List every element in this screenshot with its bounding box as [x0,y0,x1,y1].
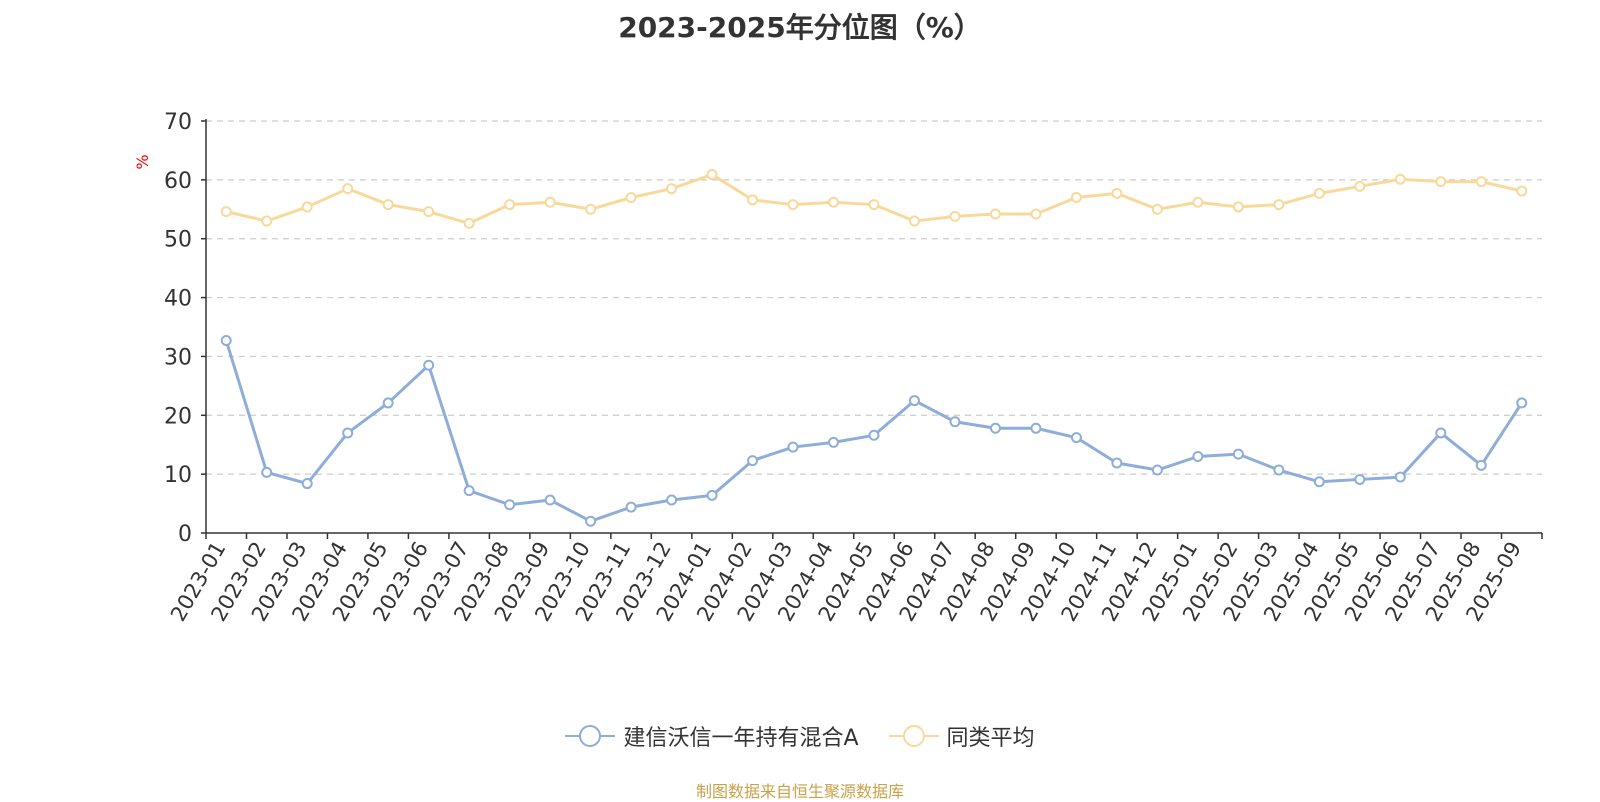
data-point[interactable] [1516,185,1528,197]
grid-lines [206,120,1542,475]
data-point[interactable] [1111,187,1123,199]
data-point[interactable] [544,196,556,208]
data-point[interactable] [261,466,273,478]
y-tick-label: 50 [164,228,192,253]
data-point[interactable] [585,515,597,527]
data-point[interactable] [1192,196,1204,208]
data-point[interactable] [949,416,961,428]
data-point[interactable] [1354,180,1366,192]
data-point[interactable] [828,436,840,448]
data-point[interactable] [342,427,354,439]
data-point[interactable] [706,489,718,501]
data-point[interactable] [220,206,232,218]
data-point[interactable] [787,441,799,453]
data-point[interactable] [1232,448,1244,460]
data-point[interactable] [1435,427,1447,439]
data-point[interactable] [949,210,961,222]
data-point[interactable] [1313,187,1325,199]
legend-item-fund[interactable]: 建信沃信一年持有混合A [565,720,859,752]
data-point[interactable] [1394,173,1406,185]
data-point[interactable] [301,201,313,213]
source-note: 制图数据来自恒生聚源数据库 [695,782,904,801]
data-point[interactable] [261,215,273,227]
line-chart: 0102030405060702023-012023-022023-032023… [133,110,1543,625]
data-point[interactable] [463,217,475,229]
series-0 [220,335,1528,527]
y-tick-label: 20 [164,404,192,429]
data-point[interactable] [1394,471,1406,483]
data-point[interactable] [544,494,556,506]
y-tick-label: 60 [164,169,192,194]
legend-swatch-fund-icon [565,725,616,747]
data-point[interactable] [1151,464,1163,476]
data-point[interactable] [747,455,759,467]
data-point[interactable] [342,183,354,195]
data-point[interactable] [504,199,516,211]
data-point[interactable] [220,335,232,347]
data-point[interactable] [1475,459,1487,471]
data-point[interactable] [868,199,880,211]
data-point[interactable] [1232,201,1244,213]
data-point[interactable] [706,169,718,181]
data-point[interactable] [382,199,394,211]
chart-title: 2023-2025年分位图（%） [618,11,982,44]
data-point[interactable] [1354,473,1366,485]
data-point[interactable] [382,397,394,409]
data-point[interactable] [908,215,920,227]
series-line [225,173,1523,225]
data-point[interactable] [463,485,475,497]
data-point[interactable] [423,206,435,218]
data-point[interactable] [908,395,920,407]
data-point[interactable] [1435,176,1447,188]
data-point[interactable] [747,194,759,206]
y-tick-label: 10 [164,463,192,488]
data-point[interactable] [1111,457,1123,469]
data-point[interactable] [1475,176,1487,188]
data-point[interactable] [1273,464,1285,476]
data-point[interactable] [1030,422,1042,434]
y-tick-label: 70 [164,110,192,135]
series-1 [220,169,1528,229]
legend-item-peer-average[interactable]: 同类平均 [888,720,1035,752]
data-point[interactable] [787,199,799,211]
legend-label-fund: 建信沃信一年持有混合A [623,726,859,751]
legend-swatch-peer-average-icon [888,725,939,747]
data-point[interactable] [625,192,637,204]
data-point[interactable] [625,501,637,513]
data-point[interactable] [1030,208,1042,220]
data-point[interactable] [1273,199,1285,211]
legend: 建信沃信一年持有混合A 同类平均 [0,720,1600,752]
data-point[interactable] [989,422,1001,434]
data-point[interactable] [1313,476,1325,488]
data-point[interactable] [1070,192,1082,204]
data-point[interactable] [504,499,516,511]
y-tick-label: 30 [164,345,192,370]
data-point[interactable] [301,478,313,490]
legend-label-peer-average: 同类平均 [946,726,1035,751]
series-lines [220,169,1528,527]
y-tick-label: 40 [164,287,192,312]
y-axis-unit-label: % [133,154,152,169]
data-point[interactable] [828,196,840,208]
data-point[interactable] [585,203,597,215]
y-tick-label: 0 [178,522,192,547]
data-point[interactable] [1070,432,1082,444]
data-point[interactable] [666,183,678,195]
data-point[interactable] [1192,450,1204,462]
data-point[interactable] [989,208,1001,220]
data-point[interactable] [666,494,678,506]
data-point[interactable] [1516,397,1528,409]
data-point[interactable] [423,359,435,371]
axes: 0102030405060702023-012023-022023-032023… [164,110,1543,625]
data-point[interactable] [868,429,880,441]
data-point[interactable] [1151,203,1163,215]
